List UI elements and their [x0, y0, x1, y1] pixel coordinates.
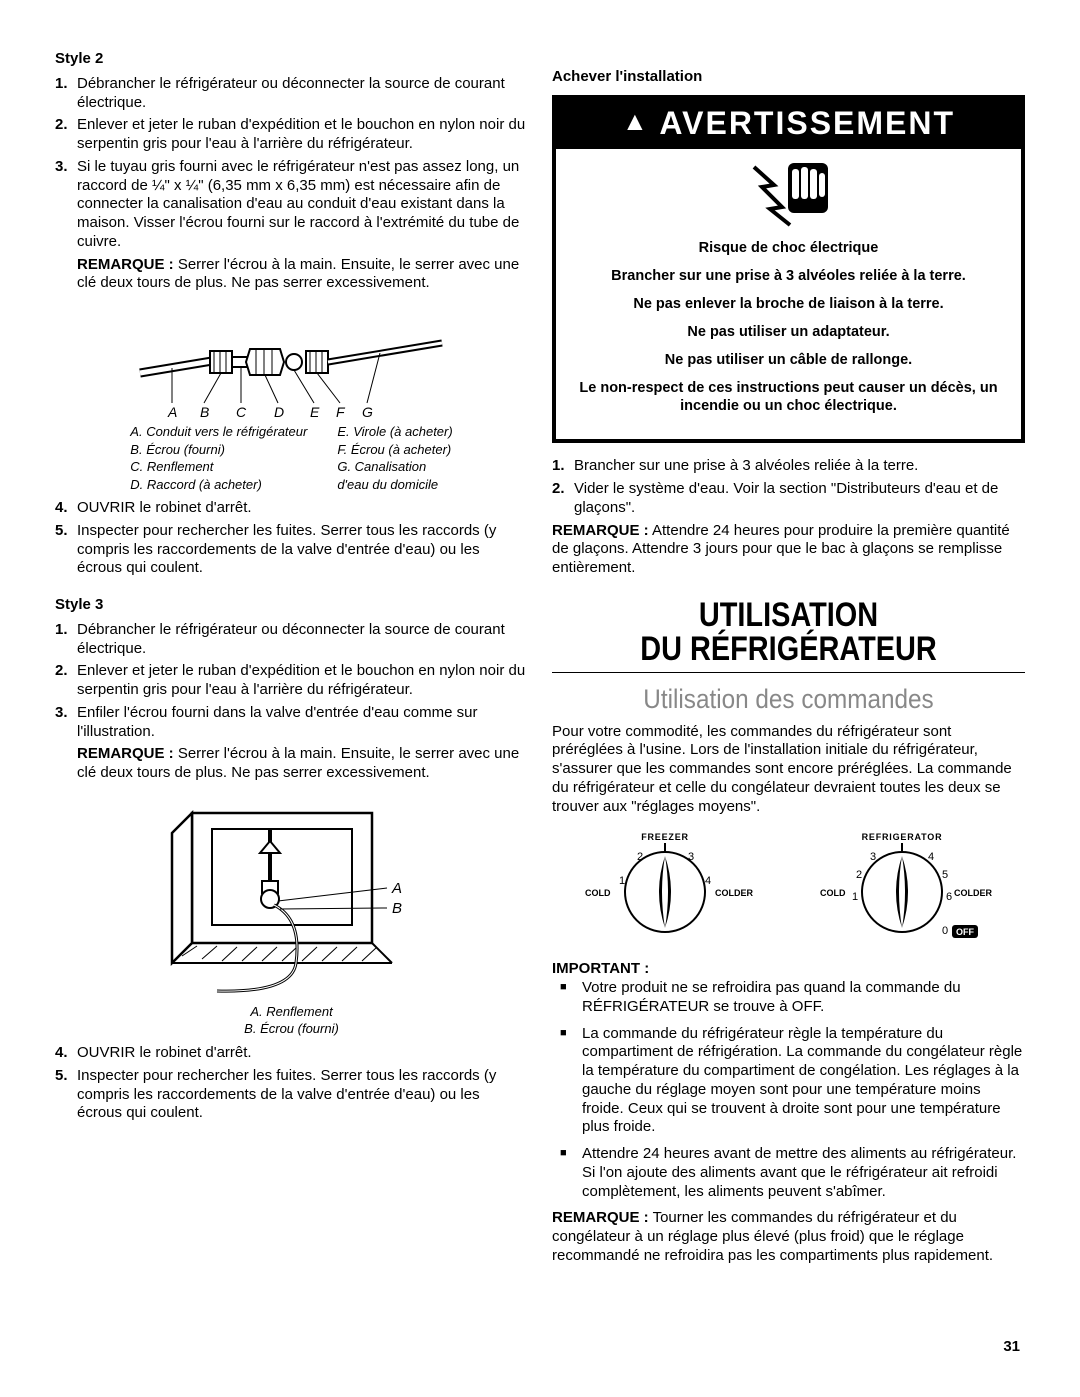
svg-text:F: F [336, 404, 346, 420]
warning-body: Risque de choc électrique Brancher sur u… [556, 237, 1021, 440]
achever-list: 1.Brancher sur une prise à 3 alvéoles re… [574, 457, 1025, 517]
svg-text:1: 1 [852, 891, 858, 903]
svg-text:E: E [310, 404, 320, 420]
svg-text:A: A [167, 404, 177, 420]
important-label: IMPORTANT : [552, 960, 1025, 979]
svg-text:3: 3 [688, 851, 694, 863]
section-rule [552, 672, 1025, 673]
warning-box: ▲ AVERTISSEMENT Risque de choc électriqu… [552, 95, 1025, 444]
svg-text:COLDER: COLDER [954, 888, 993, 898]
svg-text:COLD: COLD [820, 888, 846, 898]
style3-remark: REMARQUE : Serrer l'écrou à la main. Ens… [77, 745, 528, 783]
page-number: 31 [1003, 1338, 1020, 1357]
svg-text:6: 6 [946, 891, 952, 903]
svg-text:3: 3 [870, 851, 876, 863]
svg-text:FREEZER: FREEZER [641, 832, 689, 842]
right-column: Achever l'installation ▲ AVERTISSEMENT [552, 50, 1025, 1272]
svg-text:COLD: COLD [585, 888, 611, 898]
intro-paragraph: Pour votre commodité, les commandes du r… [552, 723, 1025, 817]
svg-text:OFF: OFF [956, 927, 974, 937]
svg-text:B: B [200, 404, 209, 420]
style3-heading: Style 3 [55, 596, 528, 615]
left-column: Style 2 1.Débrancher le réfrigérateur ou… [55, 50, 528, 1272]
svg-text:5: 5 [942, 869, 948, 881]
freezer-dial: FREEZER 2 3 1 4 COLD COLDER [565, 830, 765, 940]
style3-list-cont: 4.OUVRIR le robinet d'arrêt. 5.Inspecter… [77, 1044, 528, 1123]
achever-remark: REMARQUE : Attendre 24 heures pour produ… [552, 522, 1025, 578]
style2-item2: Enlever et jeter le ruban d'expédition e… [77, 116, 528, 154]
subsection-title: Utilisation des commandes [576, 683, 1002, 717]
style3-diagram: A B A. Renflement B. Écrou (fourni) [55, 793, 528, 1038]
refrigerator-dial: REFRIGERATOR 3 4 2 5 1 6 COLD COLDER 0 O… [792, 830, 1012, 950]
svg-text:1: 1 [619, 875, 625, 887]
svg-text:4: 4 [705, 875, 711, 887]
style2-diagram: A B C D E F G A. Conduit vers le réfrigé… [55, 303, 528, 493]
svg-text:COLDER: COLDER [715, 888, 754, 898]
final-remark: REMARQUE : Tourner les commandes du réfr… [552, 1209, 1025, 1265]
svg-text:REFRIGERATOR: REFRIGERATOR [861, 832, 942, 842]
svg-text:D: D [274, 404, 284, 420]
style3-legend: A. Renflement B. Écrou (fourni) [55, 1003, 528, 1038]
style2-remark: REMARQUE : Serrer l'écrou à la main. Ens… [77, 256, 528, 294]
warning-header: ▲ AVERTISSEMENT [556, 99, 1021, 149]
svg-text:2: 2 [856, 869, 862, 881]
svg-text:0: 0 [942, 925, 948, 937]
control-dials: FREEZER 2 3 1 4 COLD COLDER REFRIGERATOR [552, 830, 1025, 950]
style2-item1: Débrancher le réfrigérateur ou déconnect… [77, 75, 528, 113]
achever-heading: Achever l'installation [552, 68, 1025, 87]
style2-item3: Si le tuyau gris fourni avec le réfrigér… [77, 158, 528, 252]
svg-text:B: B [392, 900, 402, 917]
important-bullets: Votre produit ne se refroidira pas quand… [582, 979, 1025, 1201]
style2-heading: Style 2 [55, 50, 528, 69]
shock-hand-icon [556, 149, 1021, 237]
svg-text:G: G [362, 404, 373, 420]
svg-text:A: A [391, 880, 402, 897]
section-title: UTILISATION DU RÉFRIGÉRATEUR [587, 598, 989, 666]
page-columns: Style 2 1.Débrancher le réfrigérateur ou… [55, 50, 1025, 1272]
style3-list: 1.Débrancher le réfrigérateur ou déconne… [77, 621, 528, 742]
svg-text:2: 2 [637, 851, 643, 863]
style2-legend: A. Conduit vers le réfrigérateur B. Écro… [55, 423, 528, 493]
style2-list: 1.Débrancher le réfrigérateur ou déconne… [77, 75, 528, 252]
style2-list-cont: 4.OUVRIR le robinet d'arrêt. 5.Inspecter… [77, 499, 528, 578]
svg-text:4: 4 [928, 851, 934, 863]
svg-text:C: C [236, 404, 247, 420]
